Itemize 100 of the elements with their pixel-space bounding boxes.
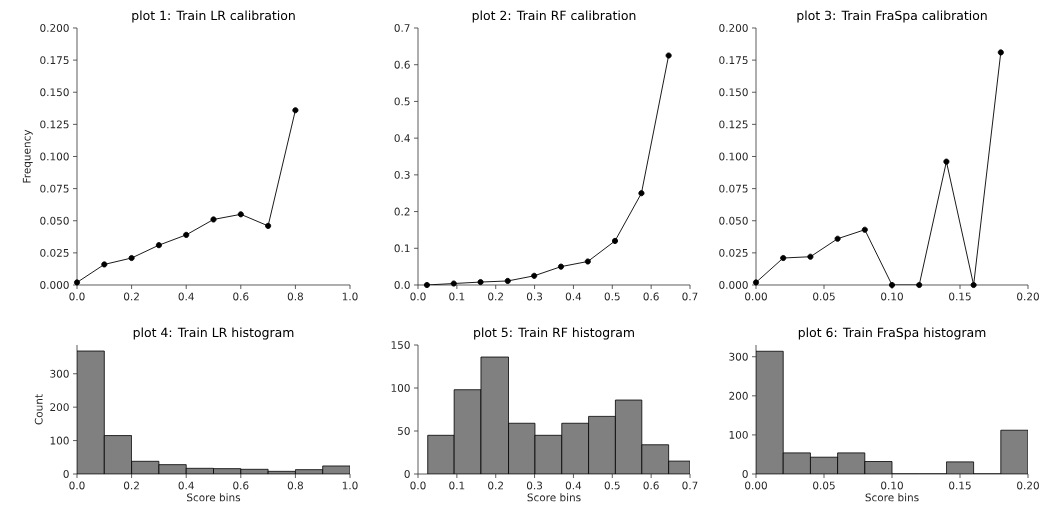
point xyxy=(531,272,538,279)
y-tick-label: 0.7 xyxy=(394,24,410,32)
point xyxy=(128,254,135,262)
y-tick-label: 150 xyxy=(391,341,410,349)
y-tick-label: 0.200 xyxy=(40,24,69,32)
y-tick-label: 0.025 xyxy=(40,248,69,257)
x-tick-label: 0.8 xyxy=(287,481,303,490)
x-tick-label: 0.20 xyxy=(1017,292,1039,301)
point xyxy=(504,277,511,284)
y-tick-label: 0.075 xyxy=(719,184,748,193)
chart-title: plot 6: Train FraSpa histogram xyxy=(798,327,986,340)
x-tick-label: 0.4 xyxy=(178,292,194,301)
point xyxy=(997,49,1004,56)
x-tick-label: 0.10 xyxy=(881,481,903,490)
x-tick-label: 0.2 xyxy=(488,292,503,301)
point xyxy=(780,254,787,262)
point xyxy=(265,222,272,229)
x-tick-label: 0.00 xyxy=(745,481,767,490)
y-tick-label: 0.3 xyxy=(394,170,410,179)
y-tick-label: 0 xyxy=(63,470,69,478)
x-tick-label: 0.2 xyxy=(123,481,139,490)
x-tick-label: 0.2 xyxy=(123,292,139,301)
x-axis-title: Score bins xyxy=(527,493,581,502)
x-tick-label: 0.05 xyxy=(813,292,835,301)
y-tick-label: 0.175 xyxy=(40,56,69,65)
y-axis-title: Count xyxy=(34,394,43,425)
y-tick-label: 100 xyxy=(50,436,69,445)
x-tick-label: 0.20 xyxy=(1017,481,1039,490)
x-tick-label: 0.2 xyxy=(488,481,503,490)
y-tick-label: 0.000 xyxy=(719,281,748,289)
y-tick-label: 0.050 xyxy=(40,216,69,225)
point xyxy=(665,52,672,59)
x-tick-label: 0.3 xyxy=(526,481,543,490)
x-tick-label: 0.6 xyxy=(643,481,659,490)
x-tick-label: 1.0 xyxy=(342,481,358,490)
y-tick-label: 0 xyxy=(742,470,748,478)
point xyxy=(834,235,841,242)
y-tick-label: 0.075 xyxy=(40,184,69,193)
y-tick-label: 0 xyxy=(404,470,410,478)
y-tick-label: 0.100 xyxy=(40,152,69,161)
point xyxy=(557,263,565,270)
chart-title: plot 5: Train RF histogram xyxy=(474,327,634,340)
point xyxy=(752,279,760,286)
y-tick-label: 0.200 xyxy=(719,24,748,32)
x-tick-label: 0.6 xyxy=(233,481,249,490)
y-tick-label: 0.175 xyxy=(719,56,748,65)
x-tick-label: 0.0 xyxy=(69,481,85,490)
x-tick-label: 0.5 xyxy=(604,292,620,301)
y-tick-label: 0.025 xyxy=(719,248,748,257)
y-tick-label: 0.150 xyxy=(719,88,748,97)
y-tick-label: 0.0 xyxy=(394,281,410,289)
point xyxy=(73,279,81,286)
x-tick-label: 0.3 xyxy=(526,292,543,301)
x-tick-label: 0.10 xyxy=(881,292,903,301)
point xyxy=(101,261,108,268)
y-tick-label: 0.1 xyxy=(394,244,410,253)
point xyxy=(210,216,217,223)
y-tick-label: 0.150 xyxy=(40,88,69,97)
point xyxy=(970,281,977,289)
x-tick-label: 0.6 xyxy=(233,292,249,301)
y-tick-label: 0.2 xyxy=(394,207,410,216)
point xyxy=(423,281,430,289)
point xyxy=(638,190,645,197)
point xyxy=(450,280,457,287)
chart-title: plot 4: Train LR histogram xyxy=(133,327,294,340)
y-tick-label: 100 xyxy=(391,384,410,392)
point xyxy=(183,231,190,238)
point xyxy=(807,253,814,260)
y-tick-label: 0.125 xyxy=(719,120,748,129)
x-tick-label: 0.1 xyxy=(449,481,465,490)
x-tick-label: 0.15 xyxy=(949,481,971,490)
point xyxy=(292,107,299,114)
y-tick-label: 0.6 xyxy=(394,60,410,69)
x-tick-label: 0.7 xyxy=(682,481,698,490)
x-tick-label: 0.0 xyxy=(410,292,426,301)
y-tick-label: 0.000 xyxy=(40,281,69,289)
x-tick-label: 0.6 xyxy=(643,292,659,301)
y-tick-label: 300 xyxy=(729,352,748,361)
x-axis-title: Score bins xyxy=(865,493,919,502)
x-tick-label: 0.5 xyxy=(604,481,620,490)
point xyxy=(477,279,484,286)
x-tick-label: 1.0 xyxy=(342,292,358,301)
x-tick-label: 0.1 xyxy=(449,292,465,301)
y-axis-title: Frequency xyxy=(22,129,33,183)
y-tick-label: 50 xyxy=(397,427,410,435)
x-tick-label: 0.8 xyxy=(287,292,303,301)
point xyxy=(861,226,868,233)
x-axis-title: Score bins xyxy=(187,493,241,502)
x-tick-label: 0.7 xyxy=(682,292,698,301)
chart-title: plot 2: Train RF calibration xyxy=(472,10,636,23)
point xyxy=(584,258,591,265)
y-tick-label: 0.5 xyxy=(394,97,410,106)
x-tick-label: 0.05 xyxy=(813,481,835,490)
x-tick-label: 0.00 xyxy=(745,292,767,301)
x-tick-label: 0.15 xyxy=(949,292,971,301)
point xyxy=(888,281,896,289)
point xyxy=(155,242,162,249)
point xyxy=(611,237,619,244)
y-tick-label: 200 xyxy=(50,403,69,412)
x-tick-label: 0.0 xyxy=(410,481,426,490)
